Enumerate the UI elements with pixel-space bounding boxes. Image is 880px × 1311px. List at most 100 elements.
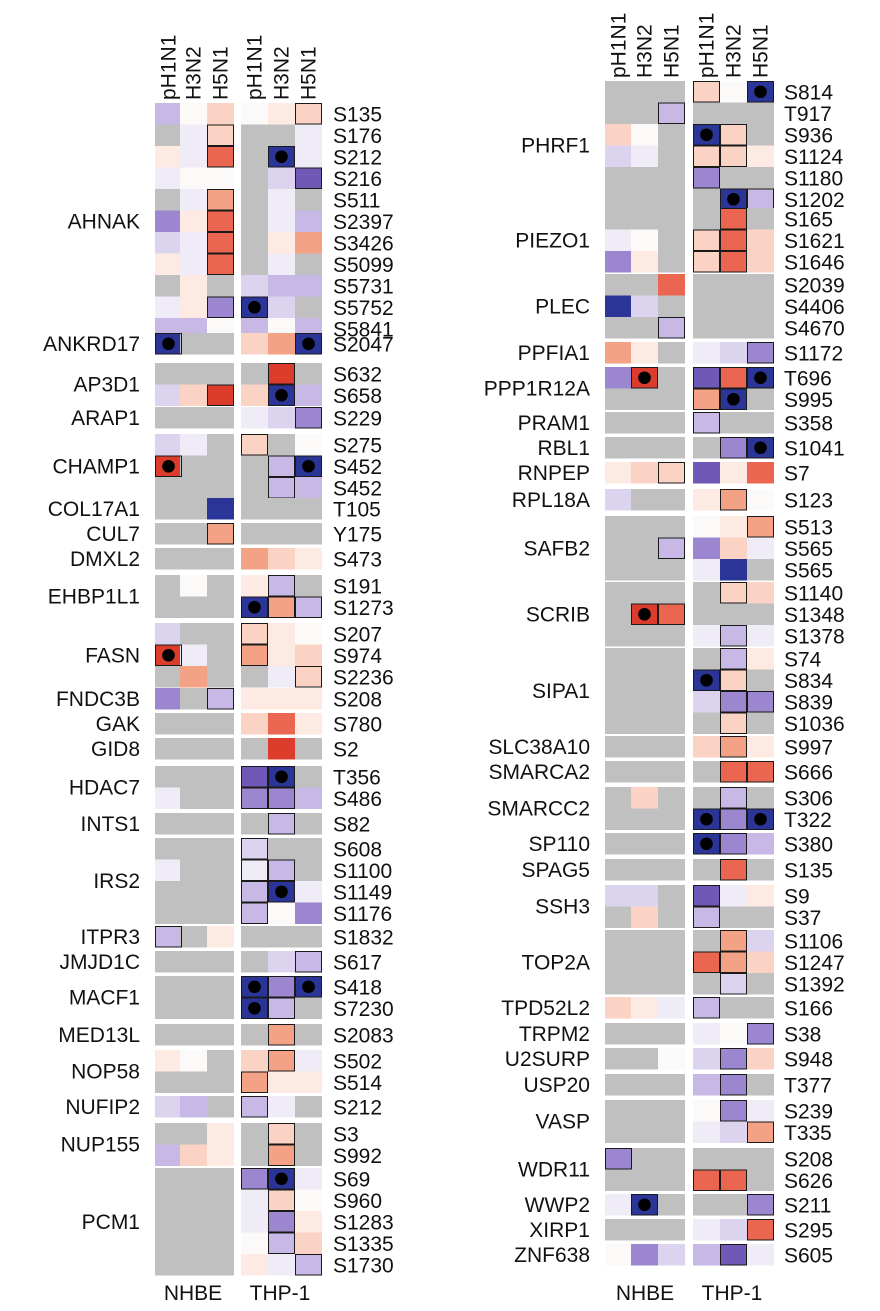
- heatmap-cell: [631, 412, 658, 434]
- heatmap-cell: [241, 523, 268, 545]
- significance-dot: [754, 812, 767, 826]
- group-label: THP-1: [250, 1282, 311, 1305]
- heatmap-cell: [658, 691, 685, 713]
- heatmap-cell: [207, 1189, 234, 1211]
- heatmap-cell: [605, 1148, 632, 1170]
- heatmap-cell: [180, 477, 207, 499]
- heatmap-cell: [658, 367, 685, 389]
- heatmap-cell: [747, 317, 774, 339]
- heatmap-cell: [747, 412, 774, 434]
- significance-outline: [155, 926, 182, 948]
- heatmap-cell: [693, 906, 720, 928]
- column-label: pH1N1: [244, 35, 267, 100]
- heatmap-cell: [720, 1148, 747, 1170]
- heatmap-cell: [693, 388, 720, 410]
- heatmap-cell: [207, 766, 234, 788]
- heatmap-cell: [155, 1211, 182, 1233]
- significance-dot: [275, 388, 288, 402]
- heatmap-cell: [295, 902, 322, 924]
- protein-block: USP20 T377: [523, 1074, 832, 1098]
- heatmap-cell: [631, 808, 658, 830]
- protein-label: WDR11: [518, 1159, 590, 1182]
- site-label: S514: [333, 1072, 382, 1095]
- significance-outline: [295, 976, 322, 998]
- heatmap-cell: [747, 295, 774, 317]
- significance-outline: [268, 766, 295, 788]
- significance-dot: [754, 85, 767, 99]
- heatmap-cell: [720, 833, 747, 855]
- group-label: NHBE: [164, 1282, 222, 1305]
- heatmap-cell: [747, 603, 774, 625]
- site-label: S82: [333, 813, 370, 836]
- heatmap-cell: [241, 813, 268, 835]
- heatmap-cell: [241, 189, 268, 211]
- heatmap-cell: [268, 1232, 295, 1254]
- protein-label: FNDC3B: [56, 688, 140, 711]
- protein-block: DMXL2 S473: [70, 548, 382, 572]
- heatmap-cell: [155, 623, 182, 645]
- significance-outline: [720, 1074, 747, 1096]
- significance-outline: [268, 363, 295, 385]
- heatmap-cell: [155, 189, 182, 211]
- protein-label: EHBP1L1: [48, 586, 140, 609]
- column-label: H5N1: [210, 46, 233, 100]
- heatmap-cell: [720, 603, 747, 625]
- heatmap-cell: [207, 1232, 234, 1254]
- significance-outline: [268, 596, 295, 618]
- heatmap-cell: [155, 1254, 182, 1276]
- heatmap-cell: [295, 738, 322, 760]
- site-label: S69: [333, 1168, 370, 1191]
- heatmap-cell: [720, 295, 747, 317]
- heatmap-cell: [605, 833, 632, 855]
- heatmap-cell: [605, 648, 632, 670]
- heatmap-cell: [658, 951, 685, 973]
- heatmap-cell: [207, 384, 234, 406]
- heatmap-cell: [693, 167, 720, 189]
- heatmap-cell: [241, 787, 268, 809]
- heatmap-cell: [747, 1148, 774, 1170]
- heatmap-cell: [155, 103, 182, 125]
- site-label: S165: [784, 208, 833, 231]
- protein-label: MED13L: [58, 1024, 140, 1047]
- heatmap-cell: [658, 973, 685, 995]
- protein-label: RNPEP: [518, 462, 590, 485]
- significance-outline: [720, 930, 747, 952]
- heatmap-cell: [295, 1232, 322, 1254]
- heatmap-cell: [720, 1194, 747, 1216]
- heatmap-cell: [658, 489, 685, 511]
- significance-outline: [693, 951, 720, 973]
- heatmap-cell: [295, 1123, 322, 1145]
- site-label: S1041: [784, 437, 845, 460]
- heatmap-cell: [693, 412, 720, 434]
- heatmap-cell: [747, 462, 774, 484]
- protein-label: GID8: [91, 738, 140, 761]
- heatmap-cell: [241, 1189, 268, 1211]
- heatmap-cell: [720, 167, 747, 189]
- heatmap-cell: [268, 713, 295, 735]
- significance-outline: [295, 666, 322, 688]
- heatmap-cell: [207, 189, 234, 211]
- heatmap-cell: [631, 317, 658, 339]
- heatmap-cell: [155, 1096, 182, 1118]
- heatmap-cell: [720, 251, 747, 273]
- heatmap-cell: [295, 275, 322, 297]
- significance-outline: [720, 251, 747, 273]
- heatmap-cell: [631, 124, 658, 146]
- significance-outline: [295, 167, 322, 189]
- heatmap-cell: [207, 434, 234, 456]
- site-label: S1100: [333, 860, 392, 883]
- heatmap-cell: [155, 124, 182, 146]
- heatmap-cell: [747, 648, 774, 670]
- significance-outline: [720, 437, 747, 459]
- significance-outline: [241, 766, 268, 788]
- heatmap-cell: [605, 1074, 632, 1096]
- heatmap-cell: [720, 208, 747, 230]
- significance-outline: [747, 342, 774, 364]
- significance-outline: [720, 145, 747, 167]
- protein-label: AHNAK: [68, 210, 140, 233]
- site-label: T917: [784, 103, 832, 126]
- significance-dot: [162, 648, 175, 662]
- heatmap-cell: [658, 188, 685, 210]
- heatmap-cell: [720, 859, 747, 881]
